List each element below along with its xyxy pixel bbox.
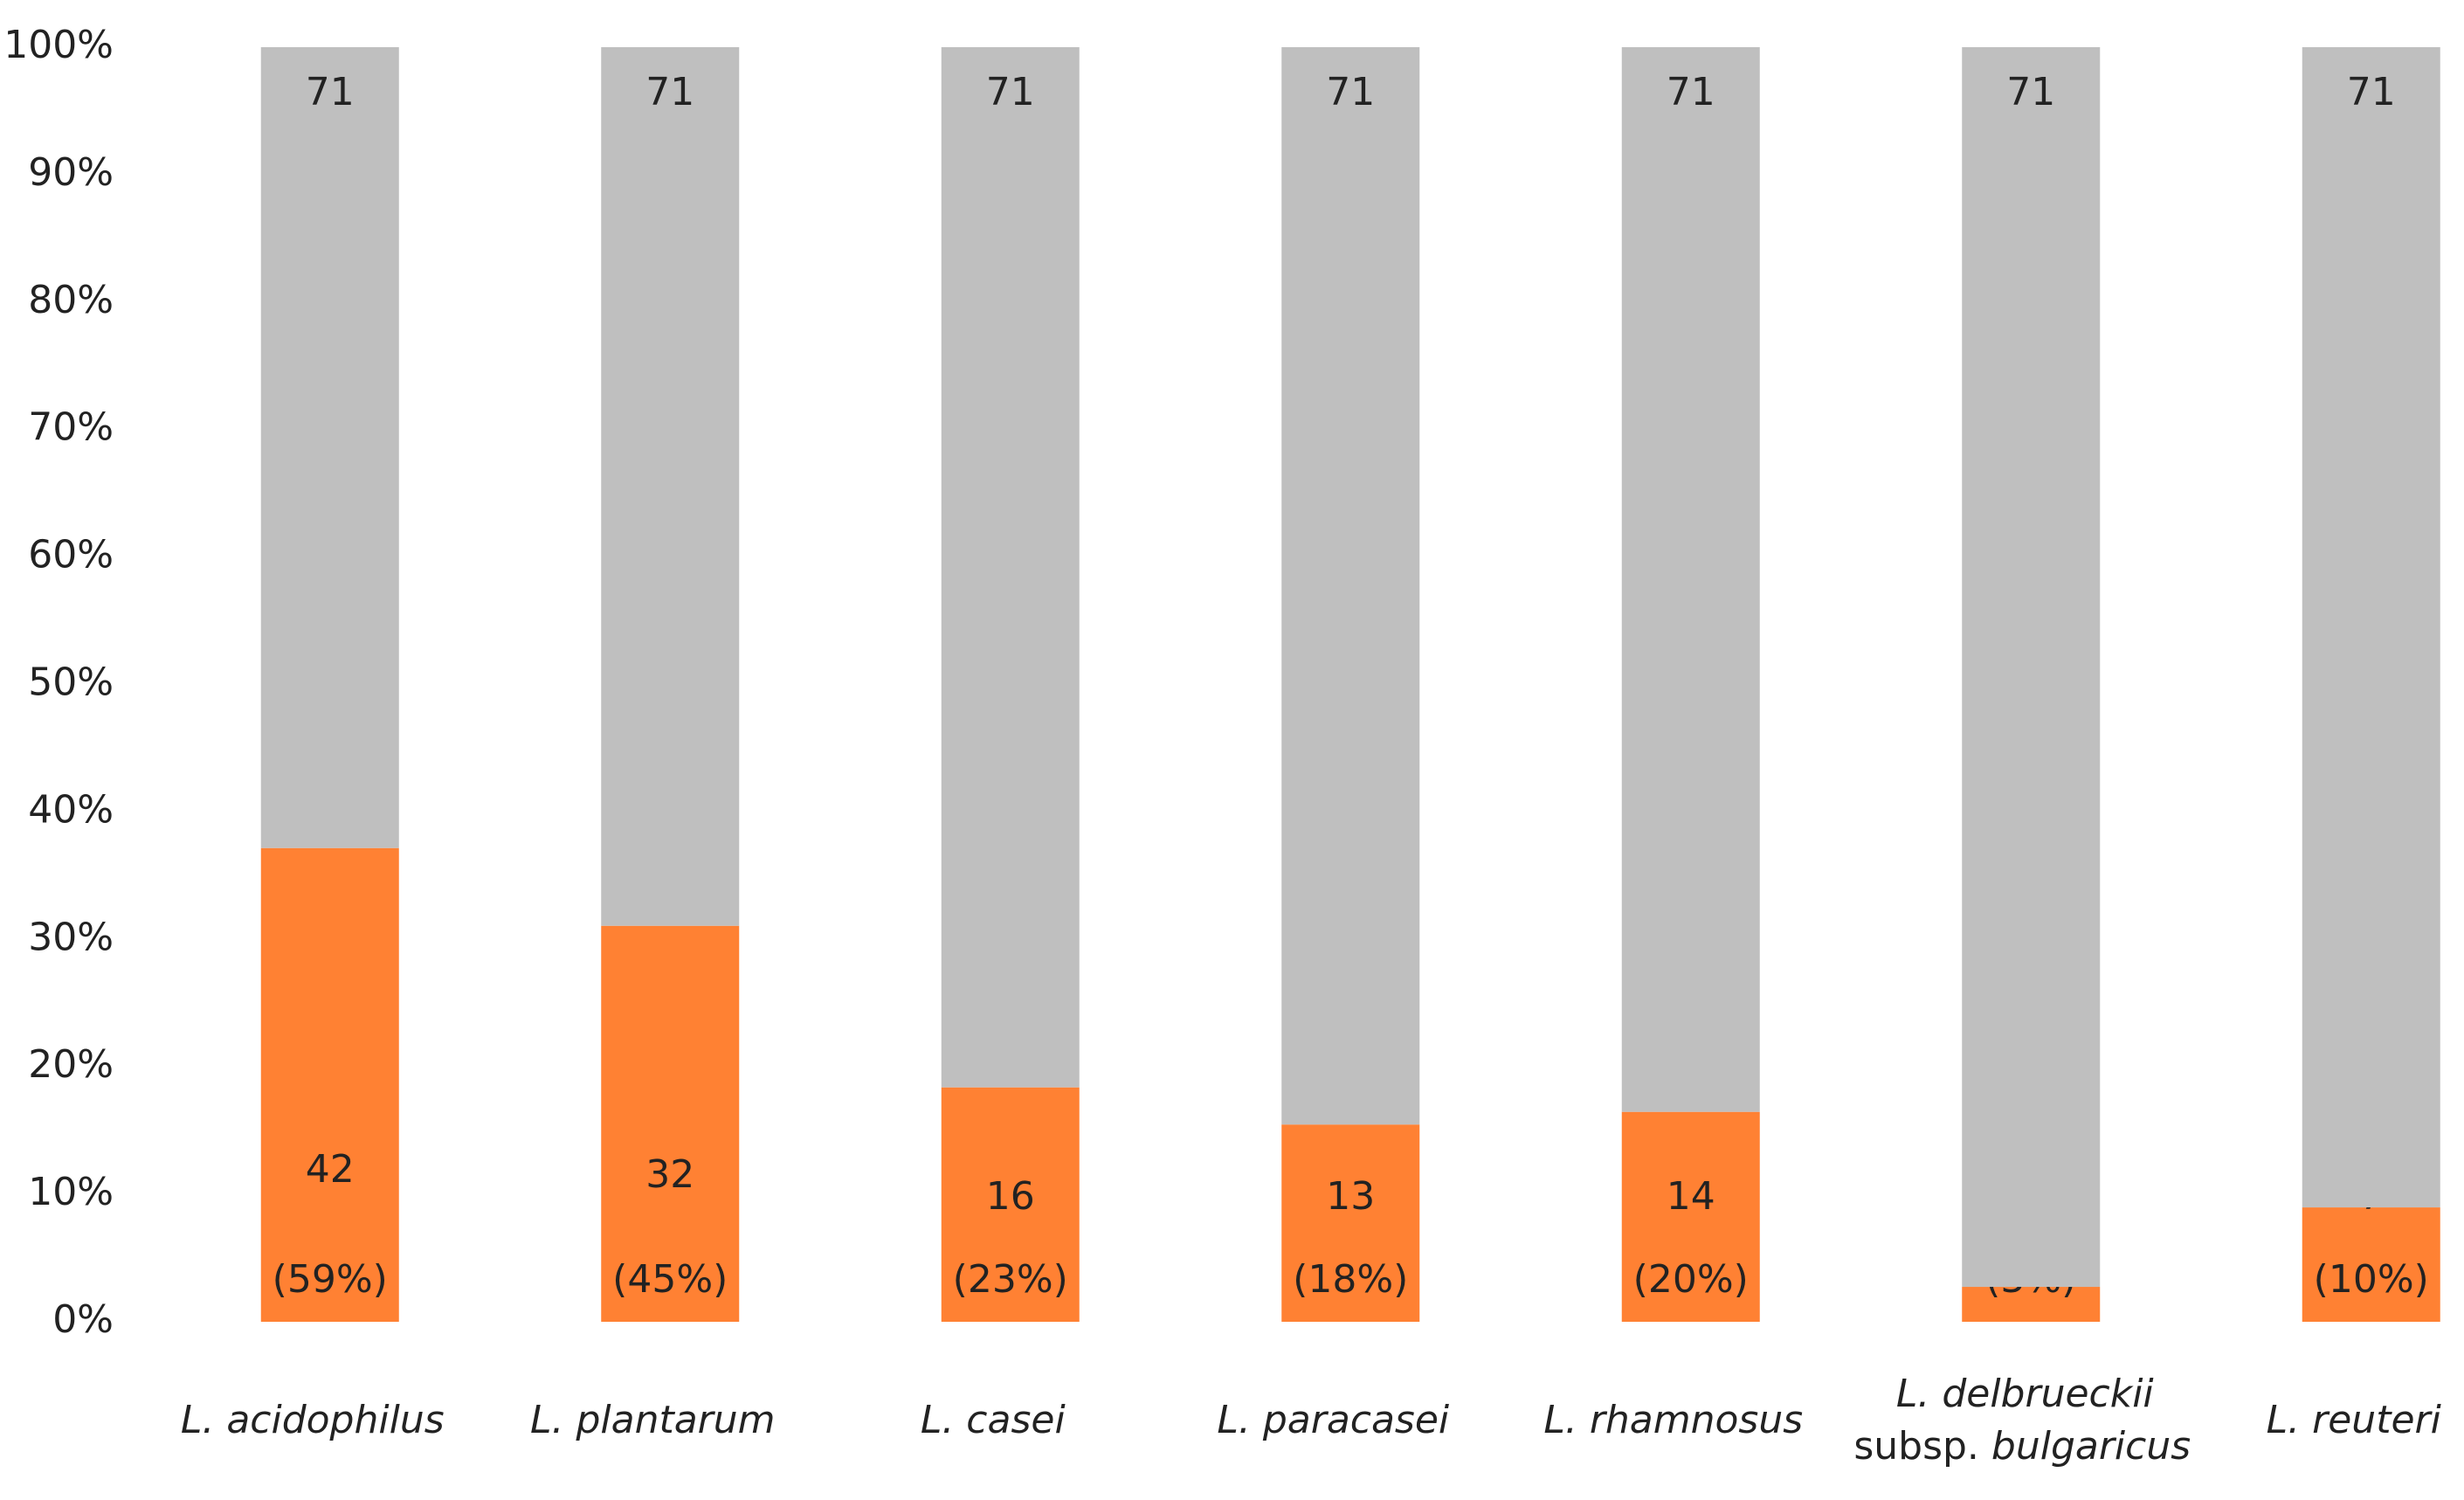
data-label: 13 bbox=[1326, 1174, 1375, 1219]
percent-label: (20%) bbox=[1633, 1257, 1749, 1302]
bar-segment bbox=[2302, 1207, 2440, 1322]
bar-segment bbox=[601, 925, 740, 1322]
bar-segment bbox=[2302, 47, 2440, 1208]
x-tick-label: L. reuteri bbox=[2267, 1398, 2442, 1442]
data-label: 71 bbox=[2006, 70, 2055, 114]
percent-label: (45%) bbox=[612, 1257, 728, 1302]
bar-segment bbox=[1621, 1111, 1760, 1322]
y-tick-label: 70% bbox=[28, 405, 114, 450]
y-tick-label: 80% bbox=[28, 278, 114, 322]
percent-label: (59%) bbox=[273, 1257, 388, 1302]
bar-segment bbox=[941, 47, 1080, 1088]
y-tick-label: 0% bbox=[52, 1297, 114, 1342]
bar-segment bbox=[601, 47, 740, 926]
data-label: 71 bbox=[986, 70, 1035, 114]
percent-label: (18%) bbox=[1293, 1257, 1408, 1302]
y-tick-label: 20% bbox=[28, 1042, 114, 1087]
bar-segment bbox=[1281, 47, 1420, 1125]
data-label: 71 bbox=[1326, 70, 1375, 114]
data-label: 14 bbox=[1667, 1174, 1715, 1219]
x-tick-label: L. acidophilus bbox=[181, 1398, 445, 1442]
y-tick-label: 100% bbox=[3, 23, 114, 67]
x-tick-label: L. paracasei bbox=[1217, 1398, 1450, 1442]
bar-segment bbox=[1281, 1124, 1420, 1322]
data-label: 16 bbox=[986, 1174, 1035, 1219]
y-tick-label: 90% bbox=[28, 150, 114, 195]
bar-segment bbox=[941, 1087, 1080, 1322]
data-label: 71 bbox=[645, 70, 694, 114]
x-tick-label: L. rhamnosus bbox=[1543, 1398, 1803, 1442]
y-tick-label: 60% bbox=[28, 533, 114, 577]
data-label: 71 bbox=[2347, 70, 2396, 114]
bar-segment bbox=[1962, 1287, 2101, 1322]
y-tick-label: 40% bbox=[28, 787, 114, 832]
x-tick-label: L. delbrueckii subsp. bulgaricus bbox=[1853, 1372, 2191, 1469]
percent-label: (23%) bbox=[953, 1257, 1068, 1302]
percent-label: (10%) bbox=[2314, 1257, 2429, 1302]
y-tick-label: 30% bbox=[28, 915, 114, 959]
bar-segment bbox=[1621, 47, 1760, 1112]
x-tick-label: L. plantarum bbox=[530, 1398, 776, 1442]
data-label: 71 bbox=[306, 70, 355, 114]
bar-segment bbox=[260, 847, 399, 1322]
data-label: 71 bbox=[1667, 70, 1715, 114]
data-label: 32 bbox=[645, 1152, 694, 1197]
x-tick-label: L. casei bbox=[921, 1398, 1066, 1442]
data-label: 42 bbox=[306, 1147, 355, 1192]
bar-segment bbox=[260, 47, 399, 848]
bar-segment bbox=[1962, 47, 2101, 1288]
y-tick-label: 50% bbox=[28, 660, 114, 705]
y-tick-label: 10% bbox=[28, 1170, 114, 1214]
